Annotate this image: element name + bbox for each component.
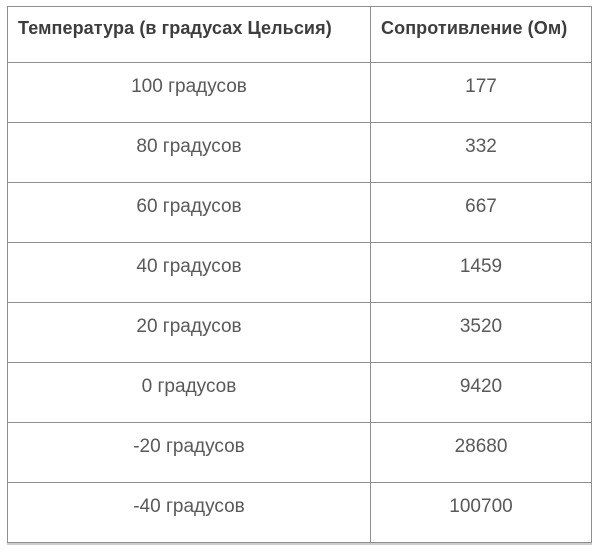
temperature-cell: 100 градусов: [7, 62, 371, 123]
resistance-cell: 1459: [370, 242, 592, 303]
table-header-row: Температура (в градусах Цельсия) Сопроти…: [7, 6, 592, 63]
temperature-cell: 60 градусов: [7, 182, 371, 243]
table-row: 0 градусов 9420: [7, 362, 592, 423]
temperature-cell: 20 градусов: [7, 302, 371, 363]
temperature-cell: 80 градусов: [7, 122, 371, 183]
resistance-cell: 28680: [370, 422, 592, 483]
column-header-resistance: Сопротивление (Ом): [370, 6, 592, 63]
resistance-cell: 667: [370, 182, 592, 243]
table-row: 20 градусов 3520: [7, 302, 592, 363]
resistance-cell: 177: [370, 62, 592, 123]
temperature-cell: -20 градусов: [7, 422, 371, 483]
table-row: 60 градусов 667: [7, 182, 592, 243]
temperature-resistance-table: Температура (в градусах Цельсия) Сопроти…: [7, 6, 592, 543]
resistance-cell: 9420: [370, 362, 592, 423]
table-row: 80 градусов 332: [7, 122, 592, 183]
resistance-cell: 332: [370, 122, 592, 183]
resistance-cell: 3520: [370, 302, 592, 363]
table-row: 100 градусов 177: [7, 62, 592, 123]
temperature-cell: 40 градусов: [7, 242, 371, 303]
table-row: 40 градусов 1459: [7, 242, 592, 303]
column-header-temperature: Температура (в градусах Цельсия): [7, 6, 371, 63]
resistance-cell: 100700: [370, 482, 592, 543]
temperature-cell: 0 градусов: [7, 362, 371, 423]
table-row: -40 градусов 100700: [7, 482, 592, 543]
temperature-cell: -40 градусов: [7, 482, 371, 543]
table-row: -20 градусов 28680: [7, 422, 592, 483]
